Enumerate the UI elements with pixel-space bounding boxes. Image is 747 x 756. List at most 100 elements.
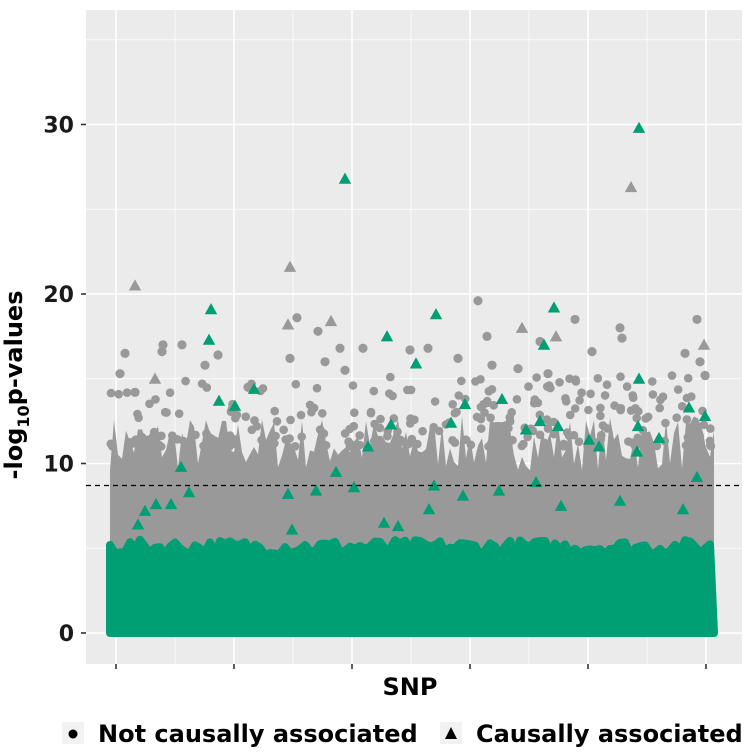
legend-triangle-icon: [445, 727, 457, 739]
gray-point: [290, 442, 300, 451]
legend-circle-icon: [68, 729, 78, 739]
gray-point: [272, 417, 282, 426]
point-causal-highlight: [281, 487, 295, 499]
gray-point-cloud: [110, 416, 714, 566]
point-causal-highlight: [427, 479, 441, 491]
gray-point: [586, 389, 595, 399]
gray-point: [574, 437, 584, 447]
gray-point: [683, 373, 693, 383]
gray-point: [575, 396, 584, 405]
gray-point: [350, 408, 359, 418]
legend: Not causally associated Causally associa…: [62, 720, 743, 748]
point-causal-highlight: [429, 308, 443, 320]
gray-point: [305, 400, 315, 410]
point-causal-highlight: [338, 172, 352, 184]
gray-point: [683, 433, 693, 442]
point-not-causal: [313, 326, 323, 336]
point-causal-highlight: [409, 357, 423, 369]
gray-point: [507, 408, 516, 417]
point-causal-highlight: [131, 518, 145, 530]
point-not-causal: [270, 506, 280, 516]
point-causal-highlight: [519, 423, 533, 435]
gray-point: [106, 388, 116, 398]
gray-point: [346, 439, 355, 449]
point-causal-highlight: [285, 523, 299, 535]
point-not-causal: [335, 343, 345, 353]
gray-point: [544, 381, 554, 390]
gray-point: [199, 441, 208, 451]
point-causal: [697, 338, 711, 350]
gray-point: [706, 441, 716, 451]
point-causal-highlight: [495, 392, 509, 405]
gray-point: [202, 429, 211, 438]
point-causal-highlight: [537, 338, 551, 350]
background-scatter: [106, 371, 718, 637]
point-causal: [128, 279, 142, 291]
gray-point: [241, 412, 251, 422]
gray-point: [149, 427, 159, 437]
gray-point: [681, 441, 691, 450]
gray-point: [285, 434, 294, 443]
point-causal-highlight: [690, 470, 704, 483]
legend-label-causal: Causally associated: [476, 720, 743, 748]
gray-point: [410, 415, 419, 425]
gray-point: [106, 439, 116, 449]
point-not-causal: [617, 333, 627, 343]
gray-point: [165, 388, 175, 398]
point-causal-highlight: [329, 465, 343, 477]
point-causal-highlight: [174, 460, 188, 472]
gray-point: [627, 438, 637, 447]
gray-point: [487, 438, 496, 448]
point-causal-highlight: [592, 440, 606, 452]
y-axis-ticks: 0 10 20 30: [43, 114, 86, 647]
point-not-causal: [587, 347, 597, 357]
point-causal: [148, 372, 162, 384]
gray-point: [145, 441, 155, 450]
point-not-causal: [358, 343, 368, 353]
data-points: [115, 121, 712, 538]
gray-point: [134, 413, 143, 423]
point-causal-highlight: [138, 504, 152, 516]
gray-point: [454, 391, 464, 400]
gray-point: [602, 380, 612, 390]
point-not-causal: [692, 314, 702, 325]
x-axis-title: SNP: [383, 673, 438, 701]
gray-point: [532, 373, 541, 382]
gray-point: [215, 441, 224, 451]
gray-point: [355, 440, 365, 450]
gray-point: [570, 404, 580, 413]
gray-point: [476, 424, 486, 433]
gray-point: [250, 416, 259, 425]
point-causal-highlight: [613, 494, 627, 506]
point-not-causal: [405, 345, 415, 355]
gray-point: [137, 432, 147, 442]
gray-point: [495, 439, 505, 448]
gray-point: [695, 431, 704, 441]
gray-point: [396, 435, 405, 445]
gray-point: [564, 431, 574, 441]
gray-point: [628, 391, 637, 400]
gray-point: [270, 406, 280, 416]
gray-point: [279, 425, 289, 435]
point-causal-highlight: [652, 431, 666, 444]
y-axis-title-main: -log: [0, 428, 28, 480]
point-causal-highlight: [309, 484, 323, 496]
gray-point: [549, 429, 559, 439]
gray-point: [512, 395, 522, 404]
point-not-causal: [615, 323, 625, 333]
point-causal-highlight: [676, 503, 690, 515]
gray-point: [375, 423, 385, 433]
gray-point: [517, 441, 527, 451]
point-causal-highlight: [380, 330, 394, 342]
point-not-causal: [695, 357, 705, 367]
gray-point: [321, 441, 331, 450]
gray-point: [369, 386, 379, 396]
point-not-causal: [177, 340, 187, 350]
point-not-causal: [130, 387, 140, 397]
gray-point: [648, 377, 657, 386]
gray-point: [296, 410, 306, 420]
gray-point: [565, 410, 575, 420]
y-tick-label: 30: [43, 114, 74, 139]
point-not-causal: [163, 523, 173, 533]
point-causal-highlight: [492, 484, 506, 496]
